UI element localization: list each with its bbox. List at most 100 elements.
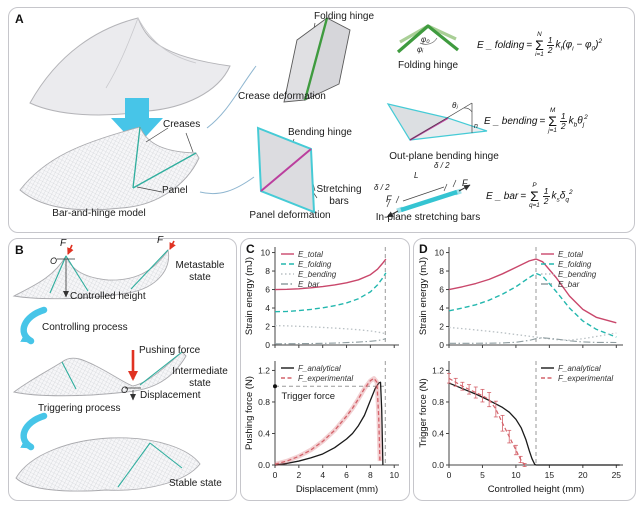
delta-right-label: δ / 2	[434, 161, 450, 170]
outplane-caption: Out-plane bending hinge	[389, 151, 499, 162]
triggering-process-label: Triggering process	[38, 403, 121, 414]
stretching-bar-icon	[386, 179, 471, 218]
controlling-process-label: Controlling process	[42, 322, 128, 333]
svg-text:Displacement (mm): Displacement (mm)	[296, 484, 378, 495]
svg-text:10: 10	[511, 470, 521, 480]
panel-b-label: B	[15, 243, 24, 257]
svg-text:15: 15	[545, 470, 555, 480]
strain-energy-vs-displacement-chart: 0 2 4 6 8 10 Strain energy (mJ) E_totalE_foldin…	[244, 247, 399, 350]
svg-text:0.4: 0.4	[432, 428, 444, 438]
svg-text:F_experimental: F_experimental	[558, 374, 613, 383]
panel-c-frame	[240, 238, 410, 501]
svg-text:E_bar: E_bar	[298, 280, 320, 289]
svg-text:5: 5	[480, 470, 485, 480]
panel-deformation-icon	[256, 126, 316, 214]
svg-text:0.0: 0.0	[258, 460, 270, 470]
pushing-force-label: Pushing force	[139, 345, 201, 356]
svg-text:0.4: 0.4	[258, 428, 270, 438]
inplane-caption: In-plane stretching bars	[375, 212, 481, 223]
panel-d-label: D	[419, 242, 428, 256]
svg-text:0.8: 0.8	[432, 397, 444, 407]
theta-label: θⱼ	[452, 101, 458, 110]
svg-text:0.0: 0.0	[432, 460, 444, 470]
svg-text:4: 4	[439, 303, 444, 313]
svg-text:E_total: E_total	[298, 250, 323, 259]
svg-text:10: 10	[261, 248, 271, 258]
smooth-saddle-surface	[29, 17, 231, 116]
svg-text:10: 10	[389, 470, 399, 480]
force-label-2: F	[157, 235, 164, 246]
svg-text:F_analytical: F_analytical	[558, 364, 601, 373]
force-arrow-left	[67, 244, 74, 255]
triggering-process-arrow	[20, 412, 48, 451]
outplane-bending-hinge-icon	[386, 102, 488, 141]
svg-text:0: 0	[273, 470, 278, 480]
svg-text:0: 0	[439, 340, 444, 350]
svg-text:4: 4	[320, 470, 325, 480]
down-arrow-icon	[111, 98, 163, 146]
crease-deformation-caption: Crease deformation	[238, 91, 326, 102]
svg-text:E_folding: E_folding	[558, 260, 592, 269]
panel-c-label: C	[246, 242, 255, 256]
force-arrow-right	[169, 240, 176, 250]
eq-lhs: E _ bending	[484, 115, 538, 127]
intermediate-state-label: Intermediate state	[172, 366, 228, 389]
svg-text:4: 4	[265, 303, 270, 313]
svg-text:0: 0	[265, 340, 270, 350]
svg-text:E_bar: E_bar	[558, 280, 580, 289]
bending-hinge-label: Bending hinge	[288, 127, 352, 138]
svg-text:8: 8	[368, 470, 373, 480]
folding-hinge-caption: Folding hinge	[397, 60, 459, 71]
strain-energy-vs-height-chart: 0 2 4 6 8 10 Strain energy (mJ) E_totalE_foldin…	[418, 247, 623, 350]
svg-text:1.2: 1.2	[258, 365, 270, 375]
svg-text:Trigger force (N): Trigger force (N)	[418, 378, 429, 447]
stable-surface	[15, 437, 201, 492]
svg-text:Pushing force (N): Pushing force (N)	[244, 376, 255, 450]
panel-d-frame	[413, 238, 636, 501]
svg-text:0: 0	[447, 470, 452, 480]
metastable-surface	[12, 248, 170, 300]
svg-text:E_folding: E_folding	[298, 260, 332, 269]
crease-deformation-icon	[283, 16, 351, 103]
intermediate-surface	[12, 351, 187, 397]
svg-text:6: 6	[265, 285, 270, 295]
svg-text:E_bending: E_bending	[558, 270, 597, 279]
svg-text:6: 6	[439, 285, 444, 295]
normal-label: n	[474, 123, 478, 130]
svg-text:2: 2	[296, 470, 301, 480]
panel-label: Panel	[162, 185, 188, 196]
phi0-label: φ₀	[421, 35, 430, 44]
panel-deformation-caption: Panel deformation	[249, 210, 331, 221]
svg-text:1.2: 1.2	[432, 365, 444, 375]
phii-label: φᵢ	[417, 45, 424, 54]
controlled-height-measure	[57, 258, 75, 298]
svg-text:10: 10	[435, 248, 445, 258]
svg-text:Strain energy (mJ): Strain energy (mJ)	[418, 257, 429, 335]
bar-hinge-model-caption: Bar-and-hinge model	[52, 208, 146, 219]
svg-text:8: 8	[439, 266, 444, 276]
creases-label: Creases	[163, 119, 201, 130]
bar-hinge-mesh-surface	[19, 126, 200, 211]
svg-text:6: 6	[344, 470, 349, 480]
origin-label-2: O	[121, 385, 129, 395]
svg-text:Strain energy (mJ): Strain energy (mJ)	[244, 257, 255, 335]
panel-a-label: A	[15, 12, 24, 26]
svg-text:F_analytical: F_analytical	[298, 364, 341, 373]
delta-left-label: δ / 2	[374, 183, 390, 192]
force-right-label: F	[462, 178, 468, 188]
svg-text:8: 8	[265, 266, 270, 276]
force-label-1: F	[60, 238, 67, 249]
controlling-process-arrow	[20, 306, 48, 345]
svg-text:2: 2	[265, 322, 270, 332]
force-left-label: F	[386, 194, 392, 204]
folding-hinge-pointer-label: Folding hinge	[314, 11, 375, 22]
svg-text:E_bending: E_bending	[298, 270, 337, 279]
svg-text:20: 20	[578, 470, 588, 480]
